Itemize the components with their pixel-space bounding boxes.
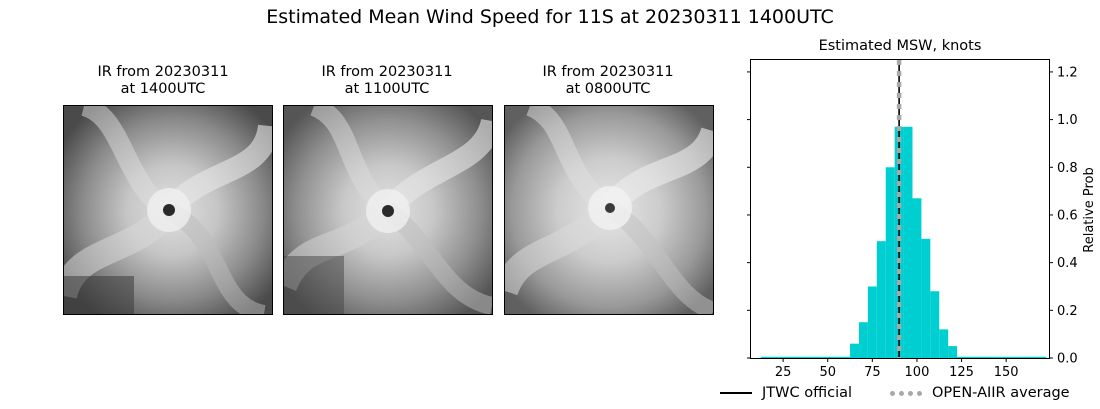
figure-suptitle: Estimated Mean Wind Speed for 11S at 202… [266, 6, 834, 28]
y-axis-label: Relative Prob [1082, 167, 1097, 252]
histogram-bar [841, 356, 851, 358]
y-tick-label: 0.4 [1057, 256, 1078, 271]
histogram-bar [1001, 356, 1011, 358]
histogram-bar [930, 291, 940, 358]
histogram-bar [885, 167, 895, 358]
legend: JTWC official OPEN-AIIR average [720, 385, 1100, 407]
x-tick-label: 75 [864, 365, 881, 380]
y-tick-label: 1.2 [1057, 65, 1078, 80]
y-tick-label: 0.6 [1057, 208, 1078, 223]
plot-frame [750, 59, 1050, 359]
histogram-bar [1037, 356, 1047, 358]
histogram-bar [823, 356, 833, 358]
x-tick-label: 25 [775, 365, 792, 380]
histogram-bar [867, 286, 877, 358]
ir-panel-3-title: IR from 20230311 at 0800UTC [503, 64, 713, 98]
histogram-bar [778, 356, 788, 358]
histogram-bar [912, 198, 922, 358]
legend-openaiir-line [890, 390, 922, 396]
ir-panel-2-title: IR from 20230311 at 1100UTC [282, 64, 492, 98]
ir-image-1 [63, 105, 273, 315]
y-tick-label: 0.8 [1057, 161, 1078, 176]
x-tick-label: 150 [994, 365, 1019, 380]
histogram-bar [957, 356, 967, 358]
legend-jtwc-line [720, 392, 752, 394]
y-tick-label: 1.0 [1057, 113, 1078, 128]
histogram-bar [992, 356, 1002, 358]
y-tick-label: 0.0 [1057, 352, 1078, 367]
histogram-bar [921, 238, 931, 358]
histogram-bar [1019, 356, 1029, 358]
ir-panel-1-title: IR from 20230311 at 1400UTC [58, 64, 268, 98]
histogram-bar [903, 126, 913, 358]
ir-panel-1-title-line2: at 1400UTC [120, 81, 206, 97]
ir-image-3 [504, 105, 714, 315]
ir-panel-2-title-line2: at 1100UTC [344, 81, 430, 97]
ir-panel-2-title-line1: IR from 20230311 [321, 64, 453, 80]
chart-title: Estimated MSW, knots [819, 38, 982, 54]
ir-panel-3-title-line1: IR from 20230311 [542, 64, 674, 80]
histogram-bar [760, 356, 770, 358]
histogram-bar [876, 241, 886, 358]
histogram-bar [769, 356, 779, 358]
histogram-bar [805, 356, 815, 358]
histogram-bar [832, 356, 842, 358]
x-tick-label: 50 [819, 365, 836, 380]
histogram-bar [814, 356, 824, 358]
legend-jtwc-label: JTWC official [762, 385, 853, 401]
histogram-bar [983, 356, 993, 358]
legend-openaiir-label: OPEN-AIIR average [932, 385, 1070, 401]
histogram-bar [966, 356, 975, 358]
histogram-bar [939, 329, 949, 358]
y-tick-label: 0.2 [1057, 304, 1078, 319]
legend-openaiir: OPEN-AIIR average [890, 385, 1070, 401]
histogram-bar [858, 322, 868, 358]
histogram-bar [1028, 356, 1038, 358]
x-tick-label: 125 [949, 365, 974, 380]
histogram-bar [974, 356, 984, 358]
histogram-bar [850, 343, 859, 358]
ir-image-2 [283, 105, 493, 315]
ir-panel-1-title-line1: IR from 20230311 [97, 64, 229, 80]
ir-panel-3-title-line2: at 0800UTC [565, 81, 651, 97]
histogram-bar [787, 356, 797, 358]
histogram-bar [796, 356, 806, 358]
legend-jtwc: JTWC official [720, 385, 852, 401]
histogram-bar [948, 346, 958, 358]
x-tick-label: 100 [905, 365, 930, 380]
histogram-bar [1010, 356, 1020, 358]
